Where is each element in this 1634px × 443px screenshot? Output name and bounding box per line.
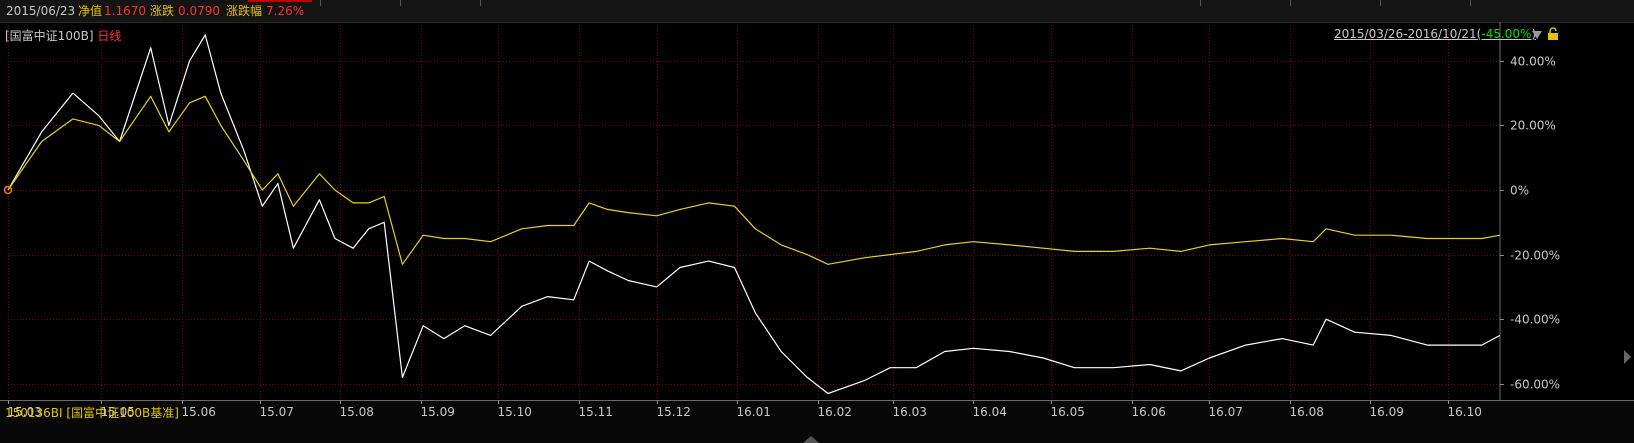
- change-label: 涨跌: [150, 4, 175, 18]
- pct-change-label: 涨跌幅: [226, 4, 263, 18]
- dropdown-arrow-icon[interactable]: [1531, 29, 1543, 41]
- divider: [1380, 0, 1381, 6]
- active-indicator: [248, 0, 312, 2]
- tick-labels: 40.00% 20.00% 0% -20.00% -40.00% -60.00% 15.03…: [8, 55, 1561, 420]
- x-tick-label: 16.06: [1132, 405, 1166, 419]
- scroll-right-icon[interactable]: [1624, 350, 1631, 364]
- x-tick-label: 15.10: [498, 405, 532, 419]
- nav-label: 净值: [78, 4, 103, 18]
- info-bar: 2015/06/23 净值 1.1670 涨跌 0.0790 涨跌幅 7.26%: [0, 0, 1634, 23]
- divider: [400, 0, 401, 6]
- y-tick-label: -60.00%: [1510, 378, 1560, 392]
- pct-change-value: 7.26%: [266, 4, 305, 18]
- x-tick-label: 15.08: [340, 405, 374, 419]
- x-tick-label: 16.02: [818, 405, 852, 419]
- x-tick-label: 15.12: [657, 405, 691, 419]
- date-range[interactable]: 2015/03/26-2016/10/21(-45.00%): [1334, 27, 1537, 41]
- start-point-marker: [3, 185, 13, 195]
- x-tick-label: 16.05: [1051, 405, 1085, 419]
- divider: [1290, 0, 1291, 6]
- x-tick-label: 16.08: [1290, 405, 1324, 419]
- change-value: 0.0790: [178, 4, 220, 18]
- x-tick-label: 15.07: [260, 405, 294, 419]
- divider: [1470, 0, 1471, 6]
- y-tick-label: 40.00%: [1510, 55, 1556, 69]
- x-tick-label: 16.10: [1448, 405, 1482, 419]
- x-tick-label: 16.09: [1370, 405, 1404, 419]
- y-tick-label: 20.00%: [1510, 119, 1556, 133]
- current-date: 2015/06/23: [6, 4, 76, 18]
- divider: [1200, 0, 1201, 6]
- axes: [0, 22, 1634, 443]
- range-pct: -45.00%: [1481, 27, 1532, 41]
- divider: [320, 0, 321, 6]
- date-range-text: 2015/03/26-2016/10/21: [1334, 27, 1477, 41]
- x-axis-band: [0, 400, 1634, 443]
- benchmark-legend: 150136BI [国富中证100B基准]: [5, 406, 179, 420]
- x-tick-label: 16.07: [1209, 405, 1243, 419]
- scroll-up-icon[interactable]: [803, 436, 819, 443]
- fund-legend: [国富中证100B] 日线: [5, 27, 121, 44]
- nav-value: 1.1670: [104, 4, 146, 18]
- x-tick-label: 16.04: [973, 405, 1007, 419]
- series-layer: [3, 34, 1501, 395]
- divider: [480, 0, 481, 6]
- y-tick-label: 0%: [1510, 184, 1529, 198]
- grid-lines: [8, 22, 1500, 400]
- x-tick-label: 15.11: [579, 405, 613, 419]
- y-tick-label: -20.00%: [1510, 249, 1560, 263]
- x-tick-label: 15.03: [8, 405, 42, 419]
- x-tick-label: 15.06: [182, 405, 216, 419]
- x-tick-label: 16.01: [737, 405, 771, 419]
- x-tick-label: 15.09: [421, 405, 455, 419]
- benchmark-series-line: [7, 95, 1501, 265]
- y-tick-label: -40.00%: [1510, 313, 1560, 327]
- period-label: 日线: [97, 29, 122, 43]
- lock-icon[interactable]: [1547, 27, 1559, 41]
- x-tick-label: 15.05: [101, 405, 135, 419]
- fund-series-line: [7, 34, 1501, 395]
- x-tick-label: 16.03: [893, 405, 927, 419]
- fund-name: [国富中证100B]: [5, 29, 94, 43]
